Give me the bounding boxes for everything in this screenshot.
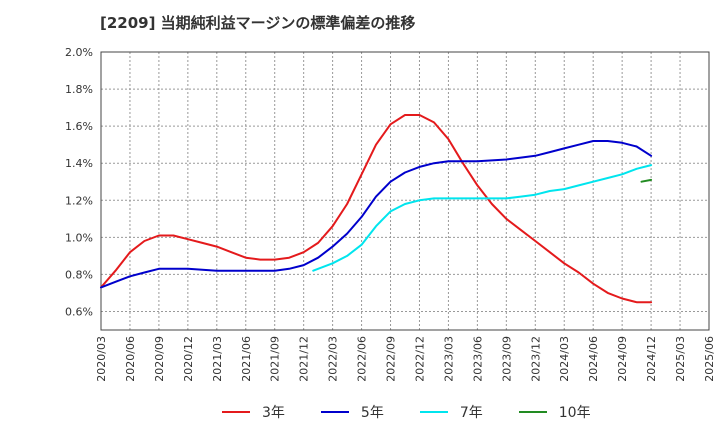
y-tick-label: 1.0% [65,231,93,244]
plot-frame [100,51,710,331]
x-tick-label: 2024/06 [587,336,600,382]
legend-item-3y: 3年 [222,402,285,422]
x-tick-label: 2024/09 [616,336,629,382]
x-tick-label: 2022/09 [385,336,398,382]
x-tick-label: 2021/09 [269,336,282,382]
y-tick-label: 0.8% [65,268,93,281]
y-tick-label: 1.6% [65,120,93,133]
x-tick-label: 2023/06 [471,336,484,382]
y-tick-label: 1.2% [65,194,93,207]
x-tick-label: 2024/03 [558,336,571,382]
legend-item-5y: 5年 [320,402,384,422]
x-tick-label: 2025/03 [674,336,687,382]
y-tick-label: 1.8% [65,83,93,96]
x-tick-label: 2021/06 [240,336,253,382]
x-tick-label: 2021/12 [298,336,311,382]
legend-label: 5年 [360,405,384,421]
x-tick-label: 2020/12 [182,336,195,382]
y-tick-label: 2.0% [65,46,93,59]
series-line [100,140,653,289]
y-tick-label: 1.4% [65,157,93,170]
series-line [312,164,653,272]
series-line [100,114,653,304]
legend-swatch [222,411,250,413]
x-tick-label: 2020/06 [124,336,137,382]
x-tick-label: 2025/06 [703,336,716,382]
x-tick-label: 2023/12 [529,336,542,382]
legend-swatch [518,411,547,413]
y-tick-label: 0.6% [65,305,93,318]
x-tick-label: 2024/12 [645,336,658,382]
legend-swatch [419,411,448,413]
x-tick-label: 2021/03 [211,336,224,382]
legend: 3年 5年 7年 10年 [222,402,627,422]
legend-item-7y: 7年 [419,402,483,422]
x-tick-label: 2022/12 [413,336,426,382]
legend-swatch [320,411,349,413]
x-tick-label: 2023/09 [500,336,513,382]
x-tick-label: 2023/03 [442,336,455,382]
series-line [640,178,653,183]
chart-title: [2209] 当期純利益マージンの標準偏差の推移 [100,14,416,32]
x-tick-label: 2022/06 [356,336,369,382]
legend-item-10y: 10年 [518,402,591,422]
x-tick-label: 2020/09 [153,336,166,382]
legend-label: 10年 [558,405,591,421]
legend-label: 3年 [262,405,285,421]
legend-label: 7年 [459,405,483,421]
x-tick-label: 2022/03 [327,336,340,382]
x-tick-label: 2020/03 [95,336,108,382]
